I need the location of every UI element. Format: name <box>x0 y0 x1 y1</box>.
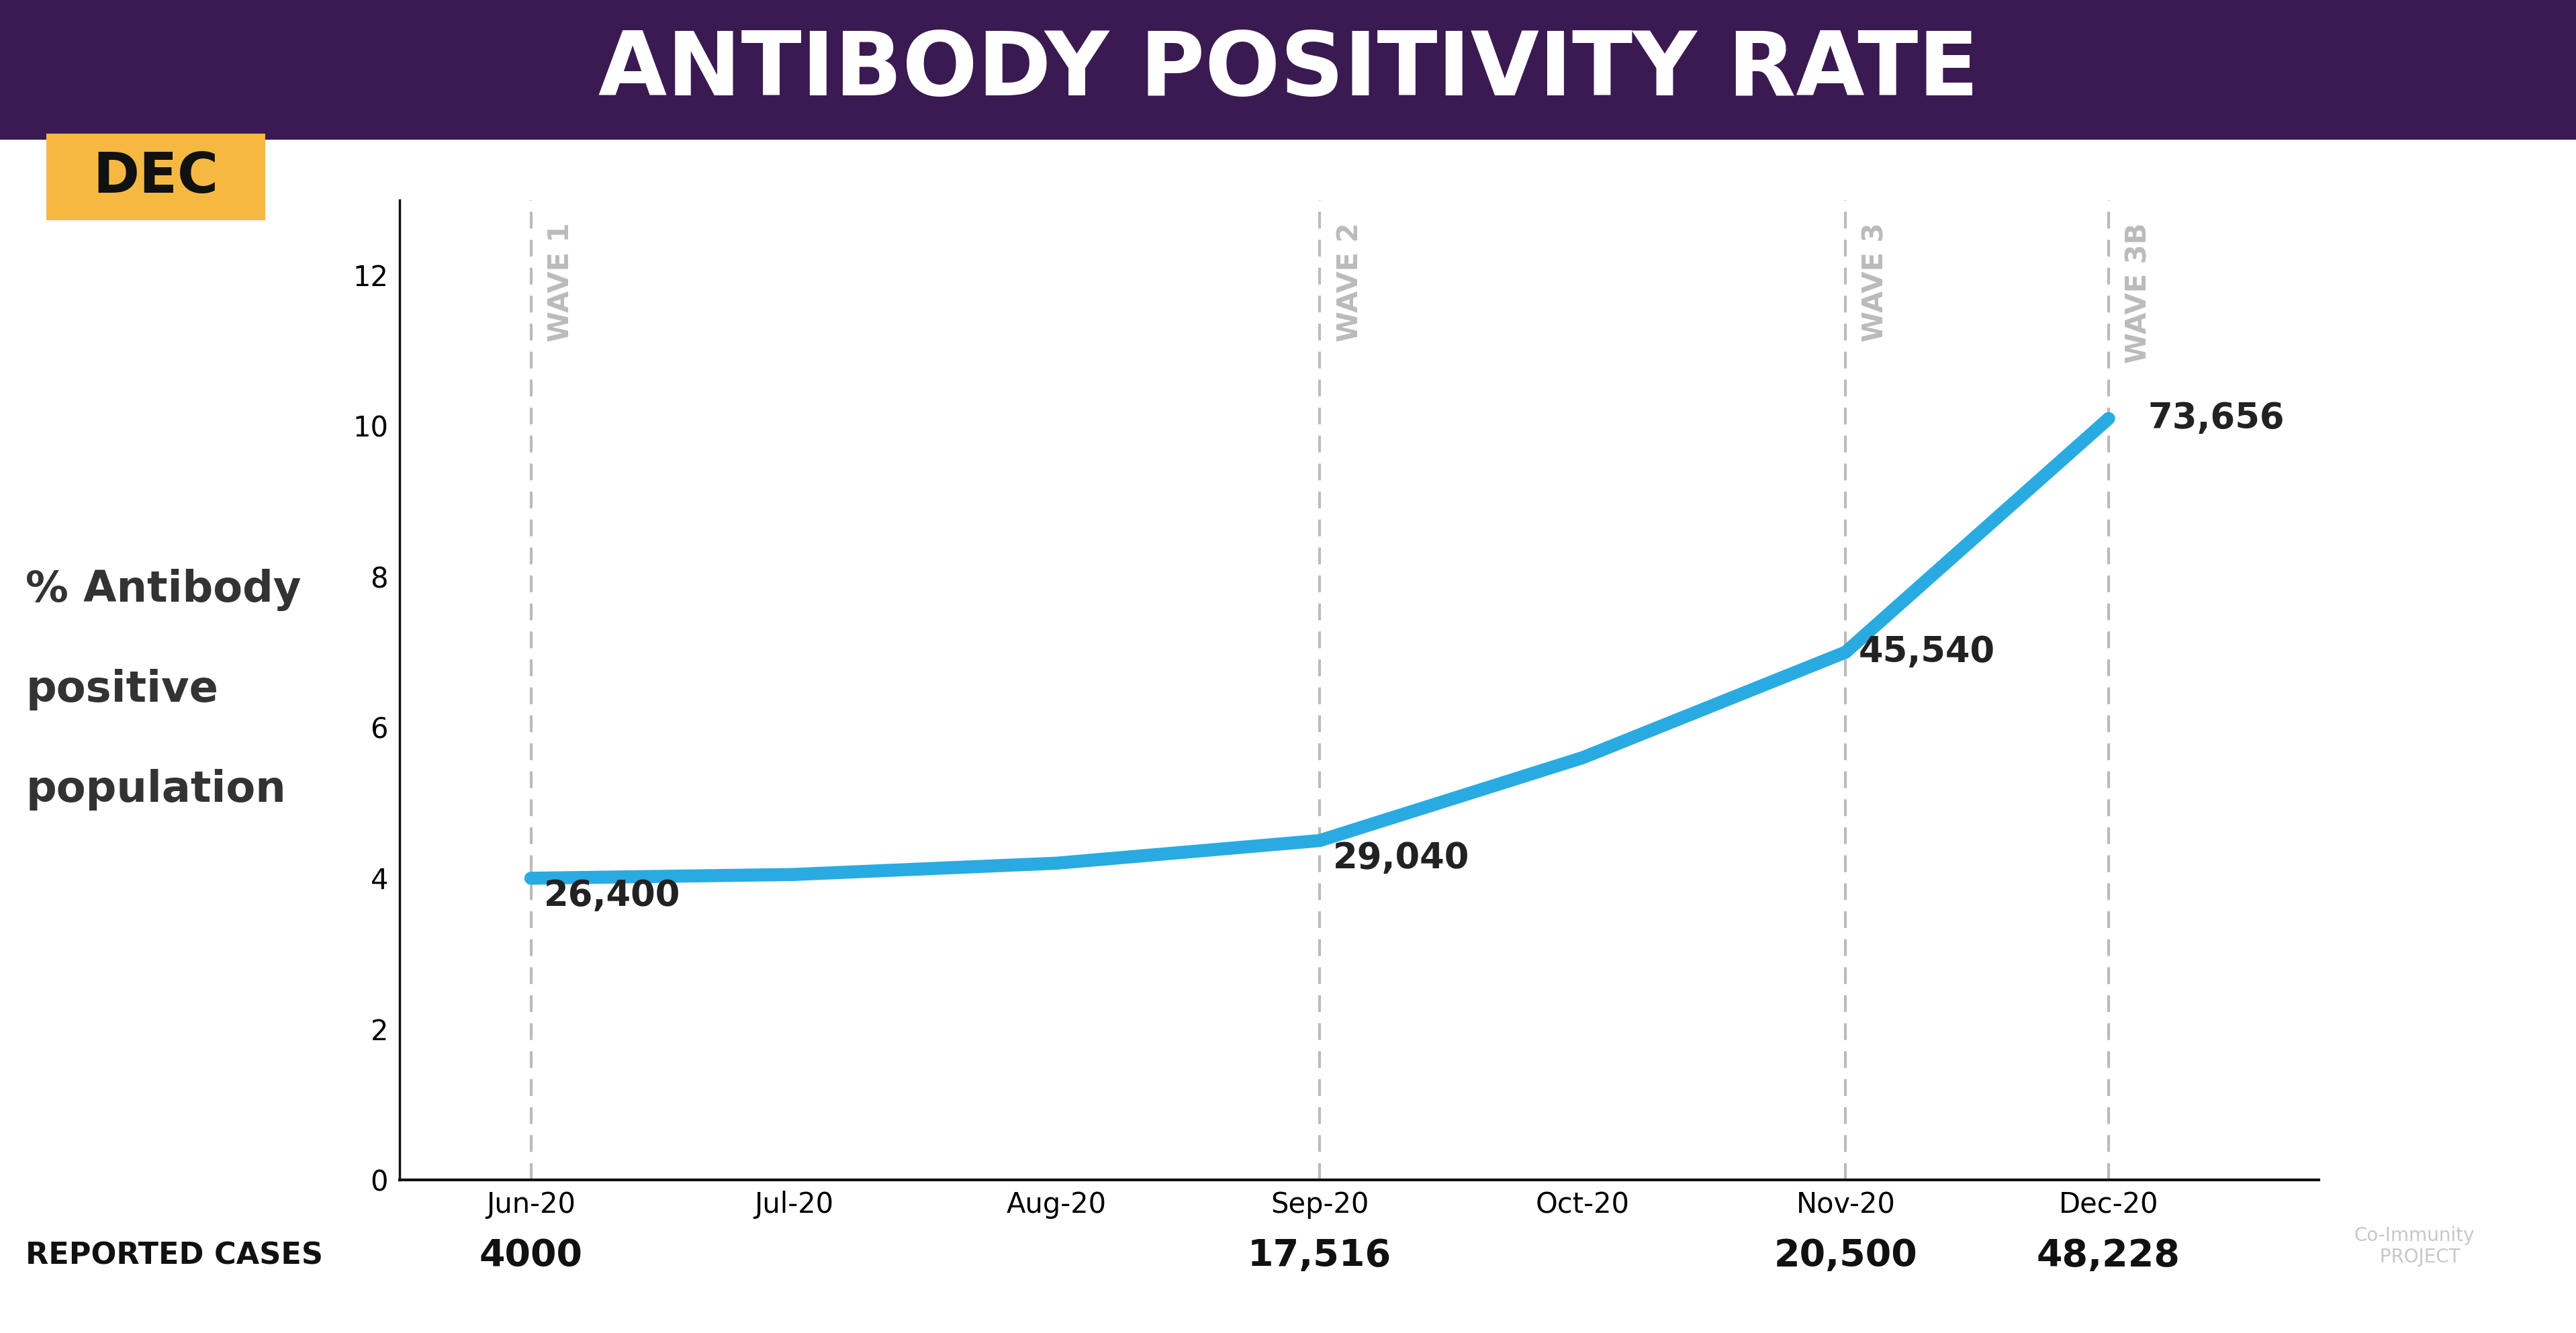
Text: population: population <box>26 769 286 810</box>
Text: ANTIBODY POSITIVITY RATE: ANTIBODY POSITIVITY RATE <box>598 28 1978 113</box>
Text: 29,040: 29,040 <box>1332 841 1468 876</box>
Text: 17,516: 17,516 <box>1247 1237 1391 1274</box>
Text: 26,400: 26,400 <box>544 878 680 913</box>
Text: 20,500: 20,500 <box>1772 1237 1917 1274</box>
Text: REPORTED CASES: REPORTED CASES <box>26 1241 322 1270</box>
Text: 45,540: 45,540 <box>1857 635 1994 669</box>
Text: WAVE 3: WAVE 3 <box>1860 223 1888 341</box>
Text: DEC: DEC <box>93 149 219 204</box>
Text: 4000: 4000 <box>479 1237 582 1274</box>
Text: WAVE 1: WAVE 1 <box>546 223 574 341</box>
Text: % Antibody: % Antibody <box>26 569 301 611</box>
Text: Co-Immunity
  PROJECT: Co-Immunity PROJECT <box>2354 1226 2473 1266</box>
Text: 73,656: 73,656 <box>2148 401 2285 436</box>
Text: 48,228: 48,228 <box>2035 1237 2179 1274</box>
Text: positive: positive <box>26 669 219 710</box>
Text: WAVE 2: WAVE 2 <box>1334 223 1363 341</box>
Text: WAVE 3B: WAVE 3B <box>2123 223 2151 363</box>
